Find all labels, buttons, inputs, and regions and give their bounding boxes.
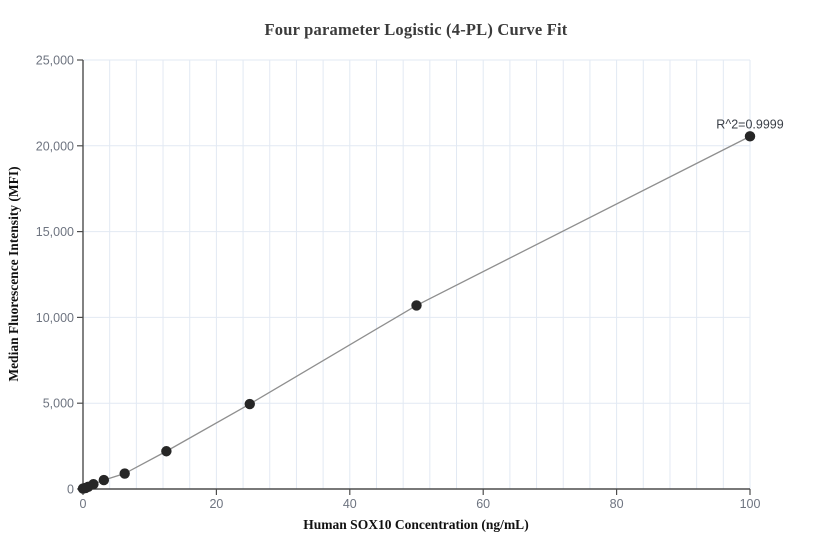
x-tick-label: 40 <box>343 497 357 511</box>
y-tick-label: 5,000 <box>43 397 74 411</box>
y-tick-label: 15,000 <box>36 225 74 239</box>
data-point <box>744 131 756 142</box>
data-point <box>161 446 172 457</box>
y-tick-label: 20,000 <box>36 139 74 153</box>
x-tick-label: 20 <box>209 497 223 511</box>
data-point <box>98 474 110 486</box>
x-tick-label: 80 <box>610 497 624 511</box>
x-tick-label: 0 <box>80 497 87 511</box>
x-axis-title: Human SOX10 Concentration (ng/mL) <box>303 517 529 532</box>
y-tick-label: 0 <box>67 483 74 497</box>
data-point <box>119 468 130 479</box>
x-tick-label: 60 <box>476 497 490 511</box>
r-squared-annotation: R^2=0.9999 <box>716 118 783 132</box>
x-tick-label: 100 <box>740 497 761 511</box>
data-point <box>244 398 255 410</box>
fit-curve <box>82 135 751 490</box>
y-tick-label: 25,000 <box>36 54 74 68</box>
data-point <box>88 478 99 490</box>
data-point <box>411 300 422 311</box>
chart-title: Four parameter Logistic (4-PL) Curve Fit <box>264 20 568 39</box>
y-tick-label: 10,000 <box>36 311 74 325</box>
